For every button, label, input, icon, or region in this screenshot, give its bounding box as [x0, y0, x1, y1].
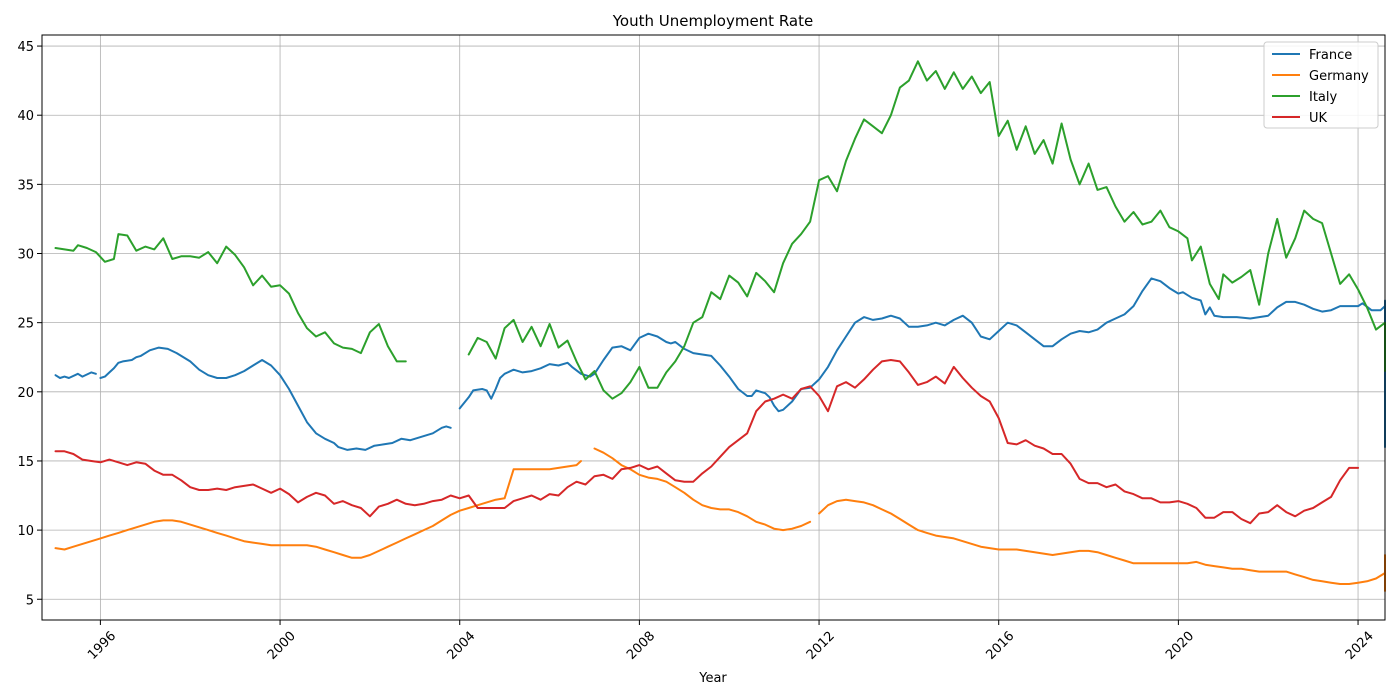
y-tick-label: 10	[17, 524, 34, 539]
y-tick-label: 30	[17, 248, 34, 263]
series-lines	[54, 60, 1386, 592]
legend-box	[1263, 41, 1379, 129]
legend-label-uk: UK	[1309, 111, 1328, 126]
y-tick-label: 15	[17, 455, 34, 470]
y-tick-label: 25	[17, 317, 34, 332]
italy-line	[54, 233, 407, 363]
x-axis-label: Year	[698, 671, 727, 686]
chart-title: Youth Unemployment Rate	[612, 12, 813, 30]
y-tick-label: 35	[17, 178, 34, 193]
y-tick-label: 20	[17, 386, 34, 401]
y-tick-label: 45	[17, 40, 34, 55]
y-tick-label: 5	[26, 593, 34, 608]
plot-frame	[41, 34, 1386, 621]
germany-line	[593, 447, 812, 532]
legend-label-italy: Italy	[1309, 90, 1338, 105]
y-tick-label: 40	[17, 109, 34, 124]
legend-label-france: France	[1309, 48, 1352, 63]
france-line	[54, 371, 97, 379]
uk-line	[54, 359, 1360, 525]
italy-line	[467, 60, 1386, 400]
france-line	[99, 346, 452, 451]
y-axis-ticks: 5 10 15 20 25 30 35 40 45	[17, 40, 42, 608]
germany-line	[54, 460, 582, 559]
legend: France Germany Italy UK	[1263, 41, 1379, 129]
legend-label-germany: Germany	[1309, 69, 1369, 84]
